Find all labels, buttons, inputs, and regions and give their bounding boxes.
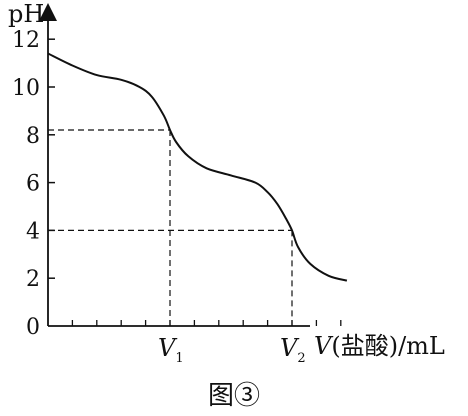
y-tick-label: 2 [26, 267, 40, 292]
x-axis-label: V(盐酸)/mL [314, 332, 445, 360]
y-tick-label: 6 [26, 172, 40, 197]
y-tick-label: 10 [12, 76, 40, 101]
x-marker-label: V2 [280, 334, 306, 366]
figure-caption: 图③ [208, 381, 260, 411]
y-tick-label: 8 [26, 124, 40, 149]
y-tick-label: 4 [26, 219, 40, 244]
y-axis-label: pH [8, 0, 44, 28]
x-marker-label: V1 [158, 334, 184, 366]
ph-curve [47, 52, 348, 282]
y-tick-label: 12 [12, 28, 40, 53]
y-tick-label: 0 [26, 315, 40, 340]
